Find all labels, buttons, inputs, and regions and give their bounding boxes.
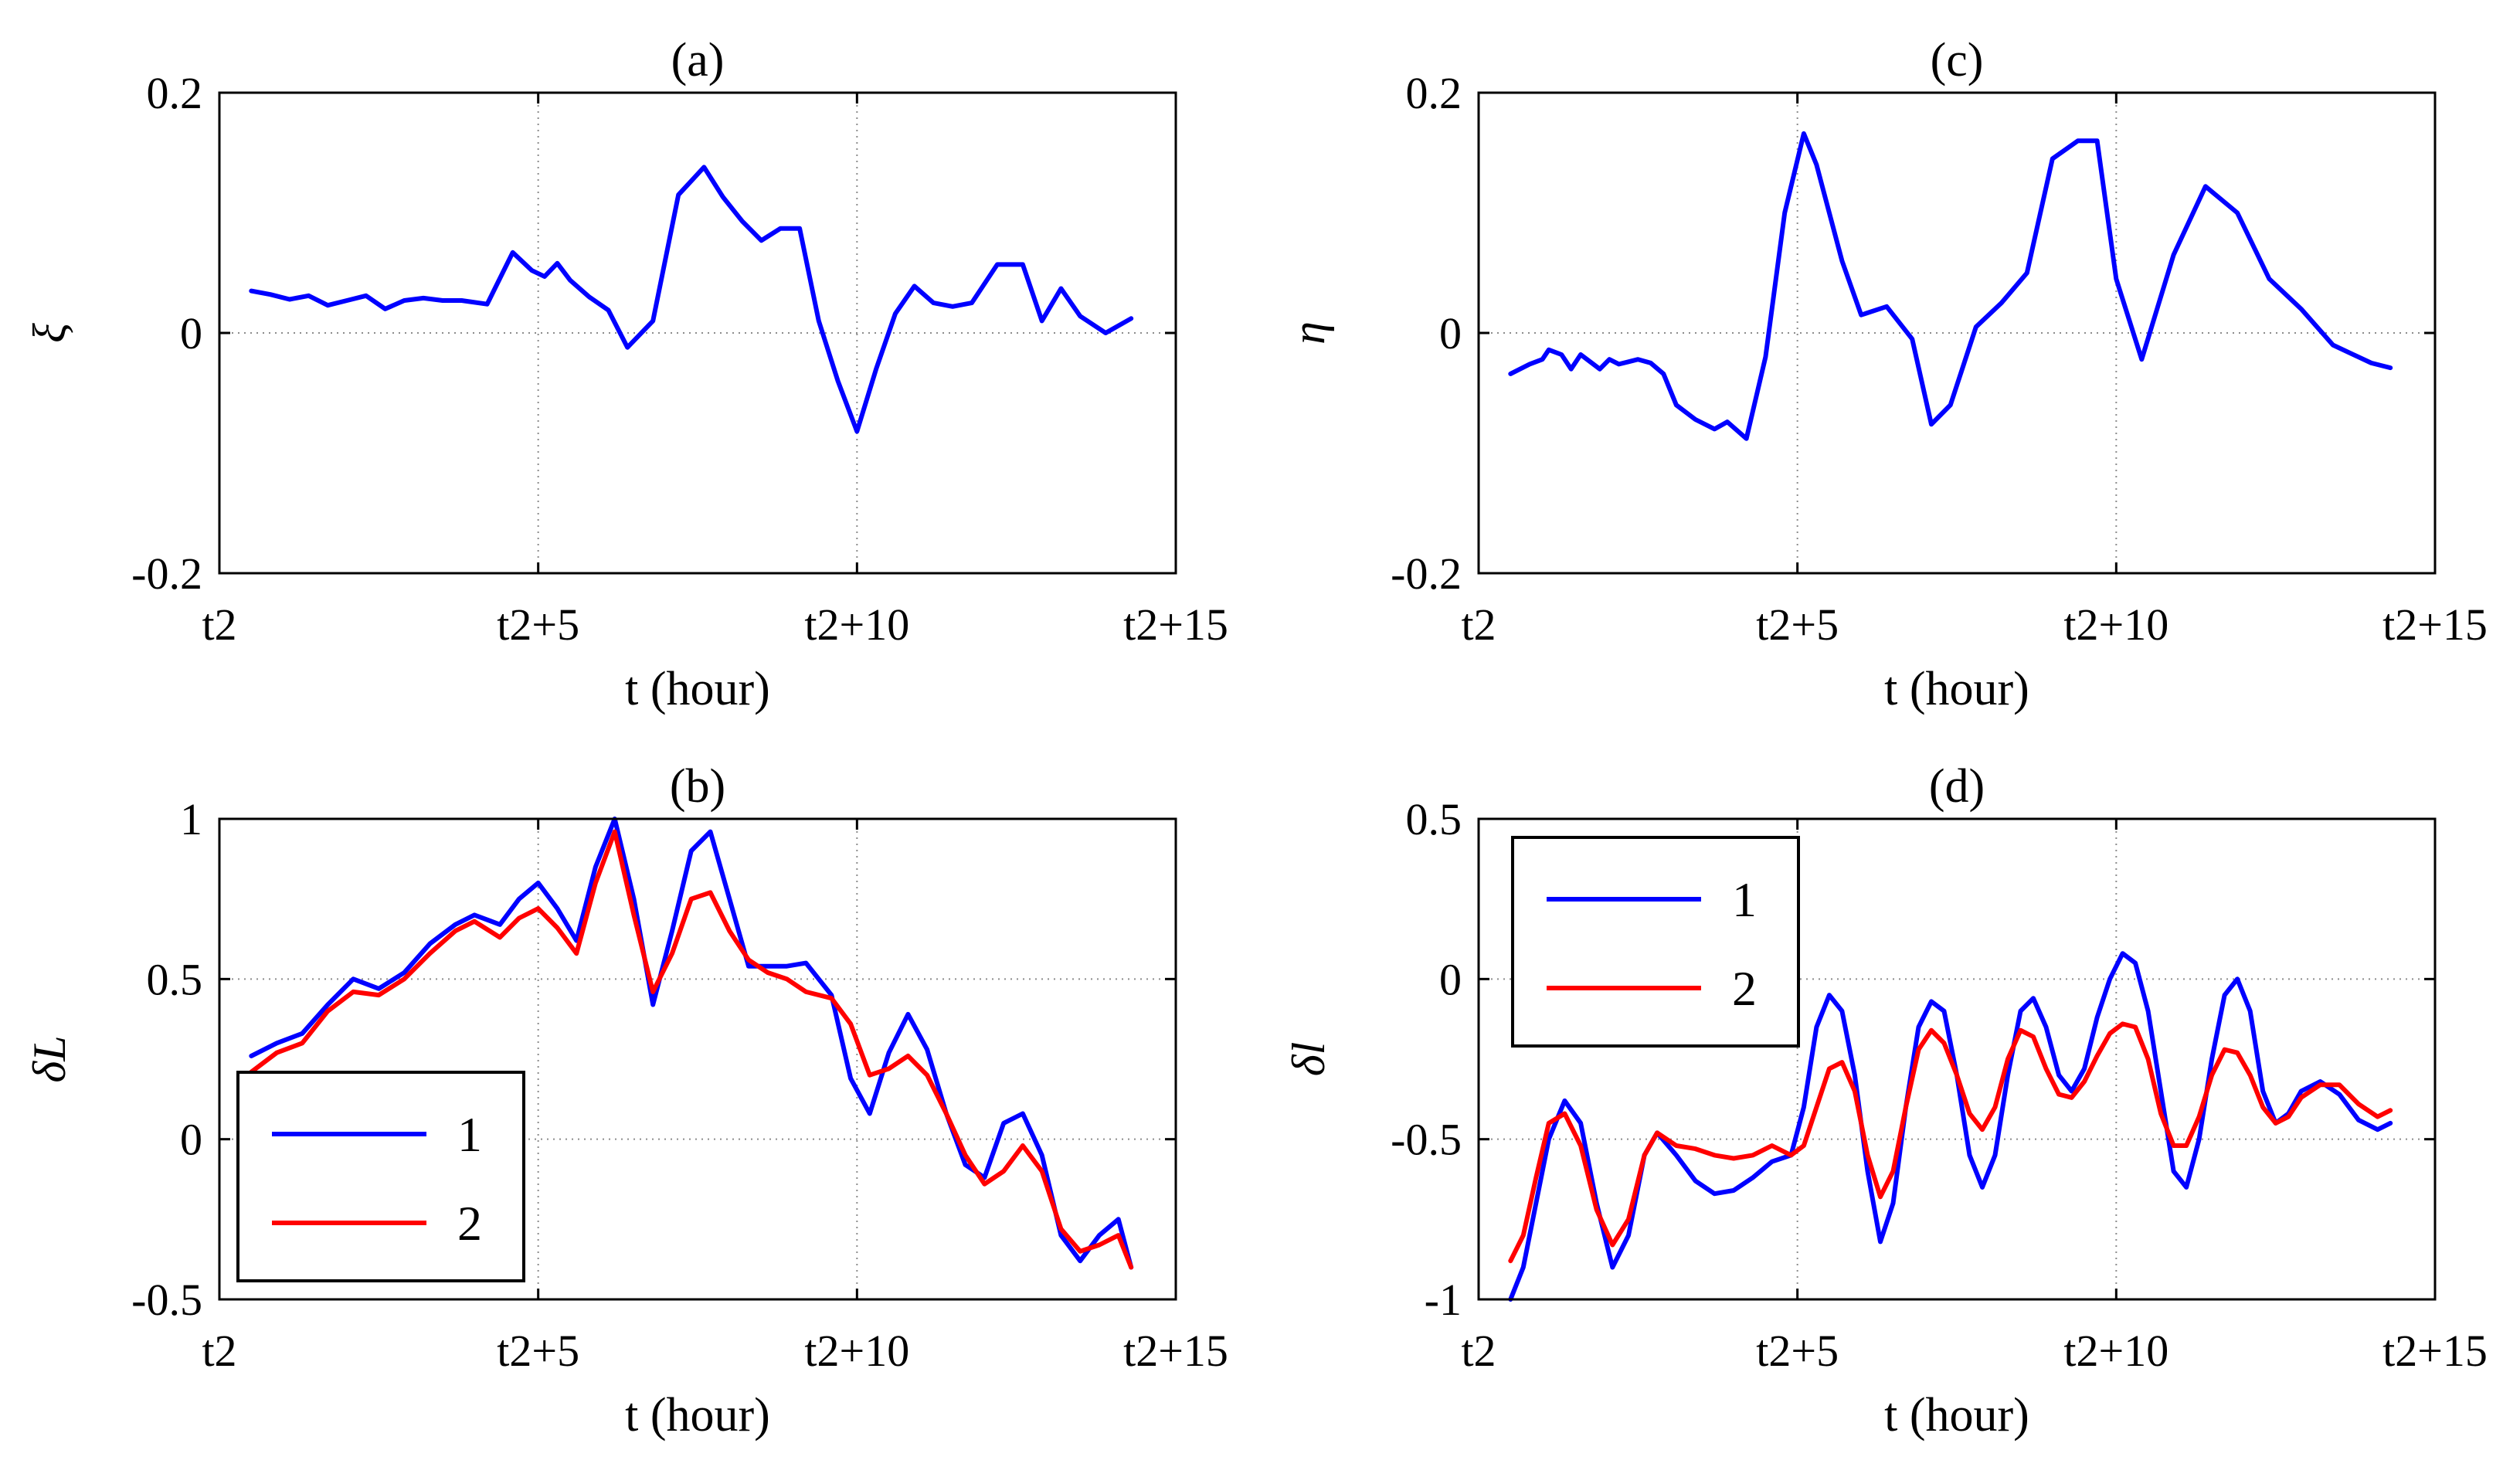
x-axis-label: t (hour) — [625, 1389, 770, 1442]
y-tick-label: -1 — [1425, 1275, 1462, 1325]
y-axis-label: ξ — [24, 323, 75, 343]
panel-title: (c) — [1931, 34, 1984, 87]
y-axis-label: δL — [24, 1035, 75, 1082]
panel-title: (b) — [670, 760, 725, 813]
panel-c: t2 t2+5 t2+10 t2+15 -0.2 0 0.2 (c) t (hour) η — [1283, 34, 2488, 715]
axes-frame — [218, 817, 1177, 1301]
x-tick-label: t2 — [202, 1326, 236, 1376]
y-tick-label: -0.2 — [131, 548, 202, 599]
x-tick-label: t2+10 — [804, 1326, 909, 1376]
legend-label-1: 1 — [457, 1107, 482, 1162]
legend: 12 — [236, 1071, 525, 1282]
y-tick-label: -0.5 — [1391, 1115, 1462, 1165]
x-axis-label: t (hour) — [1884, 663, 2029, 715]
panel-title: (d) — [1929, 760, 1985, 813]
series-line-1 — [1508, 951, 2393, 1302]
y-tick-label: 0.2 — [147, 68, 203, 118]
series-line-1 — [249, 817, 1134, 1270]
y-tick-label: 0 — [1439, 308, 1462, 358]
y-tick-label: 0.5 — [1406, 794, 1462, 844]
series-line-2 — [1508, 1021, 2393, 1264]
y-tick-label: 0.2 — [1406, 68, 1462, 118]
x-tick-label: t2+5 — [1756, 1326, 1839, 1376]
plot-area — [1479, 93, 2435, 573]
x-tick-label: t2+5 — [497, 599, 579, 650]
series-line-1 — [1508, 131, 2393, 441]
y-tick-label: 0 — [180, 1115, 202, 1165]
x-tick-label: t2+10 — [2063, 599, 2168, 650]
legend: 12 — [1511, 836, 1800, 1048]
y-tick-label: 0.5 — [147, 954, 203, 1004]
x-axis-label: t (hour) — [625, 663, 770, 715]
x-tick-label: t2 — [1461, 599, 1496, 650]
x-tick-label: t2+15 — [2382, 599, 2488, 650]
x-tick-label: t2+5 — [497, 1326, 579, 1376]
legend-label-2: 2 — [457, 1196, 482, 1251]
x-tick-label: t2+5 — [1756, 599, 1839, 650]
x-tick-label: t2 — [202, 599, 236, 650]
x-tick-label: t2+15 — [1123, 1326, 1228, 1376]
legend-label-1: 1 — [1732, 872, 1757, 927]
x-tick-label: t2+10 — [804, 599, 909, 650]
y-axis-label: η — [1283, 321, 1334, 345]
axes-frame — [1477, 817, 2437, 1301]
legend-box — [236, 1071, 525, 1282]
x-tick-label: t2+10 — [2063, 1326, 2168, 1376]
legend-label-2: 2 — [1732, 961, 1757, 1016]
y-tick-label: -0.2 — [1391, 548, 1462, 599]
y-tick-label: 0 — [1439, 954, 1462, 1004]
y-tick-label: 1 — [180, 794, 202, 844]
panel-a: t2 t2+5 t2+10 t2+15 -0.2 0 0.2 (a) t (hour) ξ — [24, 34, 1228, 715]
x-tick-label: t2 — [1461, 1326, 1496, 1376]
panel-d: t2 t2+5 t2+10 t2+15 -1 -0.5 0 0.5 (d) t (hour) δl 1… — [1283, 760, 2488, 1442]
x-axis-label: t (hour) — [1884, 1389, 2029, 1442]
series-line-1 — [249, 165, 1134, 434]
y-tick-label: 0 — [180, 308, 202, 358]
y-axis-label: δl — [1283, 1042, 1334, 1077]
series-line-2 — [249, 829, 1134, 1270]
x-tick-label: t2+15 — [2382, 1326, 2488, 1376]
x-tick-label: t2+15 — [1123, 599, 1228, 650]
panel-title: (a) — [671, 34, 725, 87]
y-tick-label: -0.5 — [131, 1275, 202, 1325]
legend-box — [1511, 836, 1800, 1048]
